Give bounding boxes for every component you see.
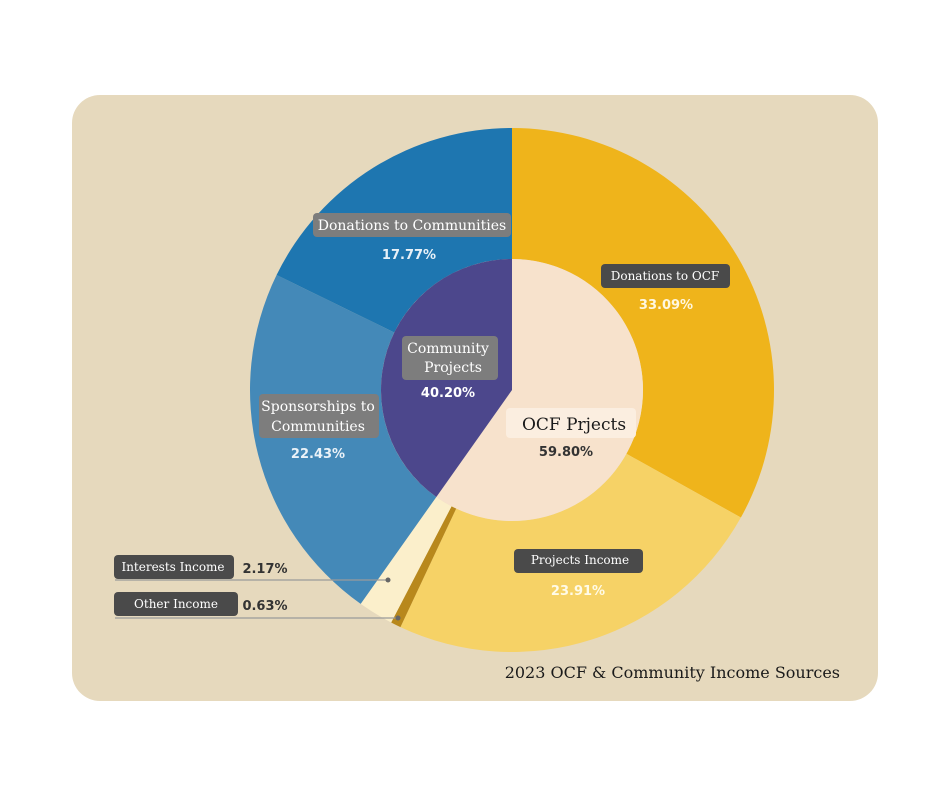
chart-labels: Donations to Communities 17.77% Donations … <box>114 213 730 621</box>
label-interests-income: Interests Income <box>121 560 224 574</box>
value-other-income: 0.63% <box>242 599 287 614</box>
slice-other-income <box>391 506 457 628</box>
leader-dot-interests <box>385 577 391 583</box>
slice-sponsorships-to-communities <box>250 275 437 604</box>
label-box-community-projects <box>402 336 498 380</box>
label-sponsorships-line2: Communities <box>271 419 365 435</box>
label-box-other-income <box>114 592 238 616</box>
label-ocf-projects: OCF Prjects <box>522 415 626 435</box>
label-box-projects-income <box>514 549 643 573</box>
value-sponsorships: 22.43% <box>291 447 345 462</box>
chart-slices <box>250 127 774 653</box>
slice-inner-ocf-prjects <box>436 259 643 521</box>
value-community-projects: 40.20% <box>421 386 475 401</box>
value-interests-income: 2.17% <box>242 562 287 577</box>
label-sponsorships-line1: Sponsorships to <box>261 399 375 415</box>
value-projects-income: 23.91% <box>551 584 605 599</box>
slice-donations-to-ocf <box>512 128 774 518</box>
label-donations-to-communities: Donations to Communities <box>318 218 506 234</box>
label-donations-to-ocf: Donations to OCF <box>611 269 720 283</box>
value-donations-to-ocf: 33.09% <box>639 298 693 313</box>
label-box-interests-income <box>114 555 234 579</box>
label-box-donations-to-ocf <box>601 264 730 288</box>
label-box-donations-to-communities <box>313 213 511 237</box>
label-projects-income: Projects Income <box>531 553 629 567</box>
label-other-income: Other Income <box>134 597 218 611</box>
label-community-projects-line2: Projects <box>424 360 482 376</box>
label-community-projects-line1: Community <box>407 341 489 357</box>
label-box-ocf-projects <box>506 408 636 438</box>
chart-subtitle: 2023 OCF & Community Income Sources <box>505 663 840 682</box>
value-ocf-projects: 59.80% <box>539 445 593 460</box>
slice-interests-income <box>360 496 452 623</box>
value-donations-to-communities: 17.77% <box>382 248 436 263</box>
leader-dot-other <box>395 615 401 621</box>
label-box-sponsorships <box>259 394 379 438</box>
